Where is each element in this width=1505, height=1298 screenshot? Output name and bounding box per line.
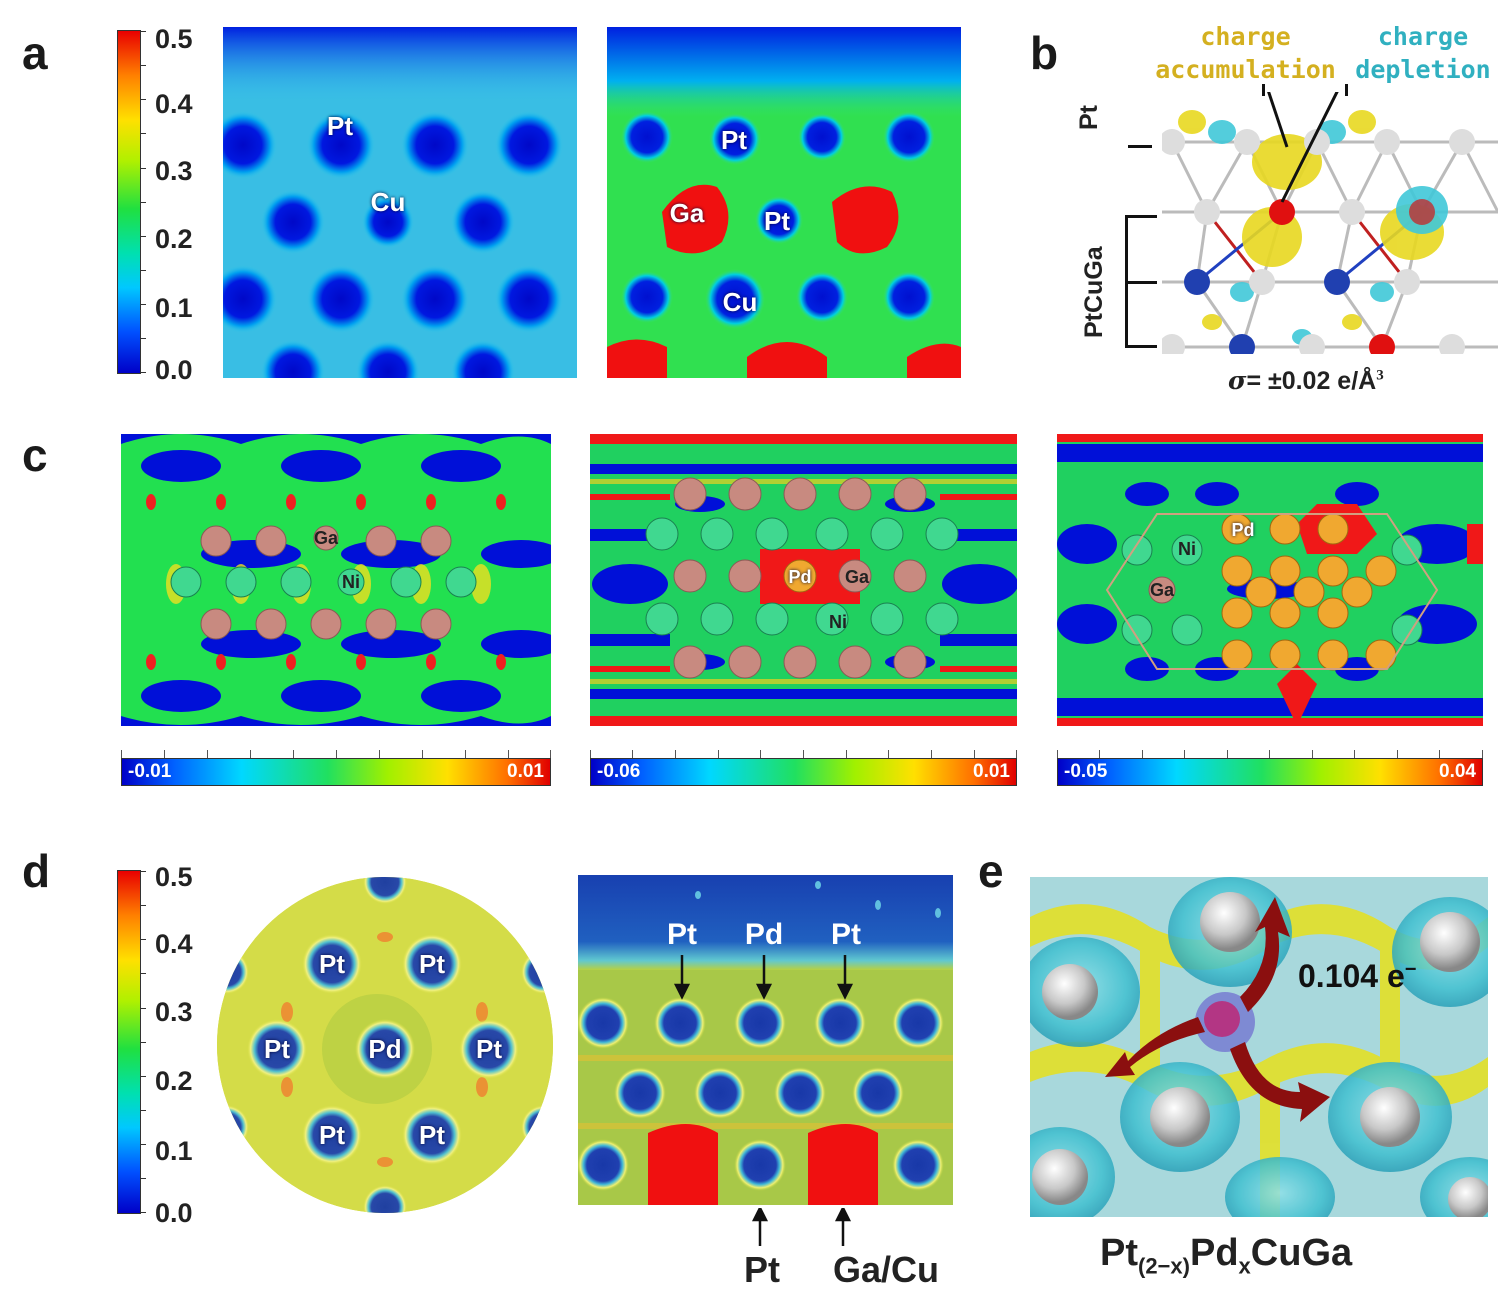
colorbar-a-tick: 0.3 [155,156,193,186]
panel-letter-d: d [22,845,51,897]
label-charge-depletion: charge depletion [1353,20,1493,86]
elf-map-d-slab [578,875,953,1205]
atom-label-cu: Cu [722,287,758,317]
colorbar-c3-max: 0.04 [1439,761,1476,782]
charge-map-c2 [590,434,1017,726]
colorbar-d-tick: 0.0 [155,1198,193,1228]
atom-label-ni: Ni [1178,539,1196,559]
colorbar-d [117,870,146,1214]
colorbar-c3: -0.05 0.04 [1057,758,1483,786]
slab-label-pd: Pd [744,918,784,951]
colorbar-c3-min: -0.05 [1064,761,1108,782]
formula-cuga: CuGa [1250,1232,1353,1274]
isosurface-value: σ= ±0.02 e/Å3 [1228,366,1384,396]
layer-label-pt: Pt [1075,105,1103,130]
panel-letter-c: c [22,429,48,481]
formula-pt: Pt [1100,1232,1138,1274]
colorbar-a-tick: 0.5 [155,24,193,54]
charge-map-c3 [1057,434,1483,726]
formula-sub-2-x: (2−x) [1138,1253,1190,1279]
atom-label-pt: Pt [419,949,445,979]
colorbar-c2-min: -0.06 [597,761,641,782]
atom-label-pd: Pd [1231,520,1255,540]
colorbar-d-tick: 0.2 [155,1066,193,1096]
atom-label-pd: Pd [788,567,812,587]
colorbar-c1: -0.01 0.01 [121,758,551,786]
colorbar-a-tick: 0.2 [155,224,193,254]
accumulation-line-2: accumulation [1155,55,1336,84]
formula-label: Pt(2−x)PdxCuGa [1100,1232,1352,1280]
charge-value: 0.104 e [1298,958,1405,994]
slab-label-bottom-gacu: Ga/Cu [832,1249,940,1290]
colorbar-d-tick: 0.3 [155,997,193,1027]
panel-letter-b: b [1030,27,1059,79]
colorbar-c2-ticks [590,750,1017,758]
slab-label-pt: Pt [831,918,861,951]
charge-transfer-value: 0.104 e− [1298,958,1416,995]
pointer-line-depletion [1345,84,1348,96]
colorbar-c2-max: 0.01 [973,761,1010,782]
atom-label-pt: Pt [419,1120,445,1150]
slab-label-bottom-pt: Pt [744,1249,780,1290]
atom-label-ga: Ga [844,567,870,587]
colorbar-a-tick: 0.1 [155,293,193,323]
panel-letter-a: a [22,27,48,79]
colorbar-c1-ticks [121,750,551,758]
panel-letter-e: e [978,845,1004,897]
colorbar-d-tick: 0.4 [155,929,193,959]
atom-label-cu: Cu [370,187,406,217]
atom-label-pt: Pt [319,1120,345,1150]
sigma-value: = ±0.02 e/Å [1246,367,1377,395]
atom-label-ni: Ni [342,572,360,592]
elf-map-a-left [223,27,577,378]
atom-label-pt: Pt [327,111,353,141]
formula-sub-x: x [1238,1253,1251,1279]
sigma-exponent: 3 [1376,367,1384,384]
atom-label-ga: Ga [1149,580,1175,600]
colorbar-d-tick: 0.1 [155,1136,193,1166]
charge-transfer-isosurface [1030,877,1488,1217]
layer-label-ptcuga: PtCuGa [1080,246,1108,338]
atom-label-pt: Pt [319,949,345,979]
atom-label-ni: Ni [829,612,847,632]
colorbar-d-tick: 0.5 [155,862,193,892]
charge-difference-structure [1162,92,1498,354]
colorbar-a-tick: 0.4 [155,89,193,119]
charge-map-c1 [121,434,551,726]
charge-sign: − [1404,958,1417,981]
colorbar-a-tick: 0.0 [155,355,193,385]
layer-tick-pt [1128,145,1152,148]
layer-bracket-mid [1125,281,1157,284]
accumulation-line-1: charge [1200,22,1291,51]
bottom-arrows [751,1208,852,1246]
atom-label-ga: Ga [313,528,339,548]
atom-label-pt: Pt [264,1034,290,1064]
atom-label-pt: Pt [721,125,747,155]
elf-map-a-right [607,27,961,378]
colorbar-c3-ticks [1057,750,1483,758]
colorbar-c1-min: -0.01 [128,761,172,782]
sigma-symbol: σ [1228,366,1247,395]
atom-label-pt: Pt [476,1034,502,1064]
colorbar-c2: -0.06 0.01 [590,758,1017,786]
slab-label-pt: Pt [667,918,697,951]
formula-pd: Pd [1189,1232,1239,1274]
top-arrows [673,955,854,1000]
label-charge-accumulation: charge accumulation [1148,20,1343,86]
colorbar-a [117,30,146,374]
colorbar-c1-max: 0.01 [507,761,544,782]
atom-label-pd: Pd [368,1034,402,1064]
depletion-line-1: charge [1377,22,1469,51]
depletion-line-2: depletion [1355,55,1491,84]
atom-label-ga: Ga [669,198,705,228]
atom-label-pt: Pt [764,206,790,236]
pointer-line-accumulation [1262,84,1265,96]
